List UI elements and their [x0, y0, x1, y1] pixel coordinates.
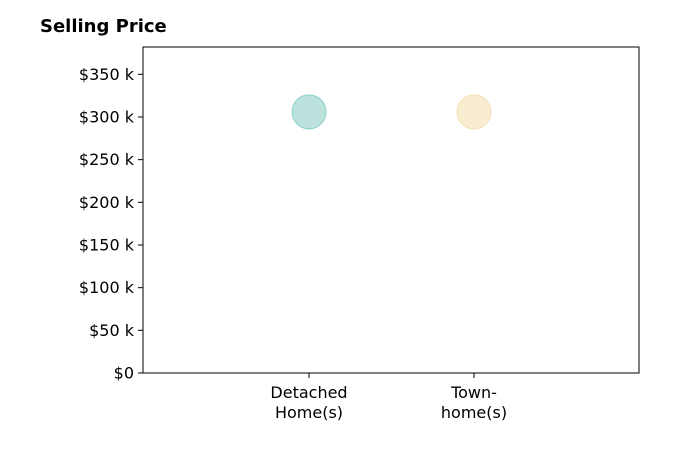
x-tick-label-line: Town-: [450, 383, 497, 402]
x-tick-label: Town-home(s): [441, 383, 507, 422]
x-axis: Detached Home(s) Town-home(s): [270, 373, 507, 422]
y-tick-label: $350 k: [79, 65, 135, 84]
y-tick-label: $50 k: [89, 321, 135, 340]
plot-frame: [142, 46, 640, 374]
data-point: [456, 94, 492, 130]
data-point: [291, 94, 327, 130]
y-tick-label: $300 k: [79, 107, 135, 126]
y-tick-label: $150 k: [79, 235, 135, 254]
chart-title: Selling Price: [40, 16, 167, 37]
x-tick-label: Detached Home(s): [270, 383, 347, 422]
x-tick-label-line: home(s): [441, 403, 507, 422]
y-tick-label: $100 k: [79, 278, 135, 297]
data-points: [291, 94, 492, 130]
y-tick-label: $250 k: [79, 150, 135, 169]
x-tick-label-line: Detached: [270, 383, 347, 402]
y-tick-label: $200 k: [79, 193, 135, 212]
y-axis: $0 $50 k $100 k $150 k $200 k $250 k $300 k $35…: [79, 65, 143, 383]
y-tick-label: $0: [114, 364, 134, 383]
x-tick-label-line: Home(s): [275, 403, 343, 422]
